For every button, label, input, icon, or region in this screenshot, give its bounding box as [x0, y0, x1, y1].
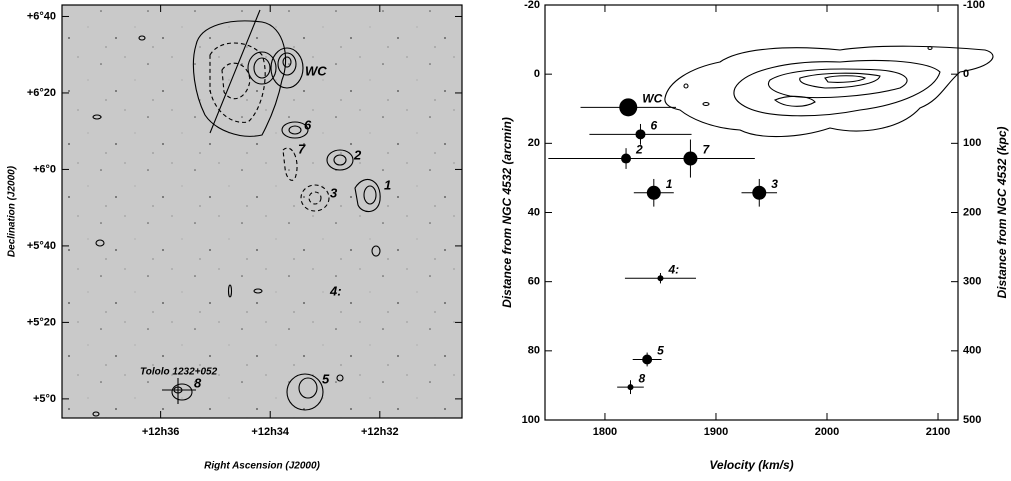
annotation: 3 — [330, 185, 338, 200]
velocity-contours — [664, 45, 994, 138]
y-tick-label: +6°0 — [33, 163, 56, 175]
annotation: 2 — [353, 147, 362, 162]
y2-tick-label: 500 — [963, 414, 981, 426]
x-tick-label: +12h34 — [251, 426, 289, 438]
y-tick-label: 60 — [528, 276, 540, 288]
y-axis-label: Declination (J2000) — [7, 165, 18, 257]
point — [657, 275, 664, 282]
annotation: 4: — [329, 283, 342, 298]
point-label: 8 — [638, 371, 645, 385]
y2-tick-label: 100 — [963, 137, 981, 149]
point-label: 2 — [635, 143, 643, 157]
y2-tick-label: -100 — [963, 0, 985, 11]
y-tick-label: 100 — [522, 414, 540, 426]
y-tick-label: +5°0 — [33, 393, 56, 405]
y-axis-label: Distance from NGC 4532 (arcmin) — [500, 117, 514, 308]
hi-contours — [92, 9, 381, 417]
y-tick-label: 20 — [528, 137, 540, 149]
x-tick-label: 1900 — [704, 426, 728, 438]
point — [627, 384, 634, 391]
y2-tick-label: 400 — [963, 345, 981, 357]
y-tick-label: +6°40 — [27, 10, 56, 22]
point-label: 5 — [657, 344, 664, 358]
x-tick-label: 2100 — [926, 426, 950, 438]
y-tick-label: +5°20 — [27, 316, 56, 328]
y-tick-label: 80 — [528, 345, 540, 357]
y-tick-label: 40 — [528, 206, 540, 218]
point-label: WC — [642, 92, 662, 106]
x-tick-label: 2000 — [815, 426, 839, 438]
point — [646, 185, 661, 200]
y-tick-label: -20 — [524, 0, 540, 11]
x-axis-label: Right Ascension (J2000) — [204, 461, 320, 472]
y2-axis-label: Distance from NGC 4532 (kpc) — [995, 126, 1009, 298]
point — [642, 354, 653, 365]
annotation: Tololo 1232+052 — [140, 367, 218, 378]
x-tick-label: +12h32 — [361, 426, 399, 438]
annotation: 1 — [384, 177, 391, 192]
y2-tick-label: 0 — [963, 68, 969, 80]
point — [635, 129, 646, 140]
point-label: 7 — [702, 143, 710, 157]
annotation: 6 — [304, 117, 312, 132]
point — [619, 98, 638, 117]
x-tick-label: +12h36 — [142, 426, 180, 438]
plot-frame — [544, 4, 959, 421]
annotation: 5 — [322, 371, 330, 386]
point — [621, 153, 632, 164]
x-tick-label: 1800 — [593, 426, 617, 438]
point-label: 4: — [667, 262, 679, 276]
point-label: 1 — [666, 177, 673, 191]
x-axis-label: Velocity (km/s) — [709, 458, 793, 472]
y-tick-label: +5°40 — [27, 240, 56, 252]
y2-tick-label: 200 — [963, 206, 981, 218]
sky-image — [62, 5, 462, 418]
annotation: 8 — [194, 375, 202, 390]
point-label: 3 — [771, 177, 778, 191]
annotation: 7 — [298, 141, 306, 156]
y-tick-label: 0 — [534, 68, 540, 80]
plot-frame — [61, 4, 463, 419]
annotation: WC — [305, 63, 327, 78]
point-label: 6 — [650, 119, 657, 133]
y2-tick-label: 300 — [963, 276, 981, 288]
point — [752, 185, 767, 200]
y-tick-label: +6°20 — [27, 87, 56, 99]
